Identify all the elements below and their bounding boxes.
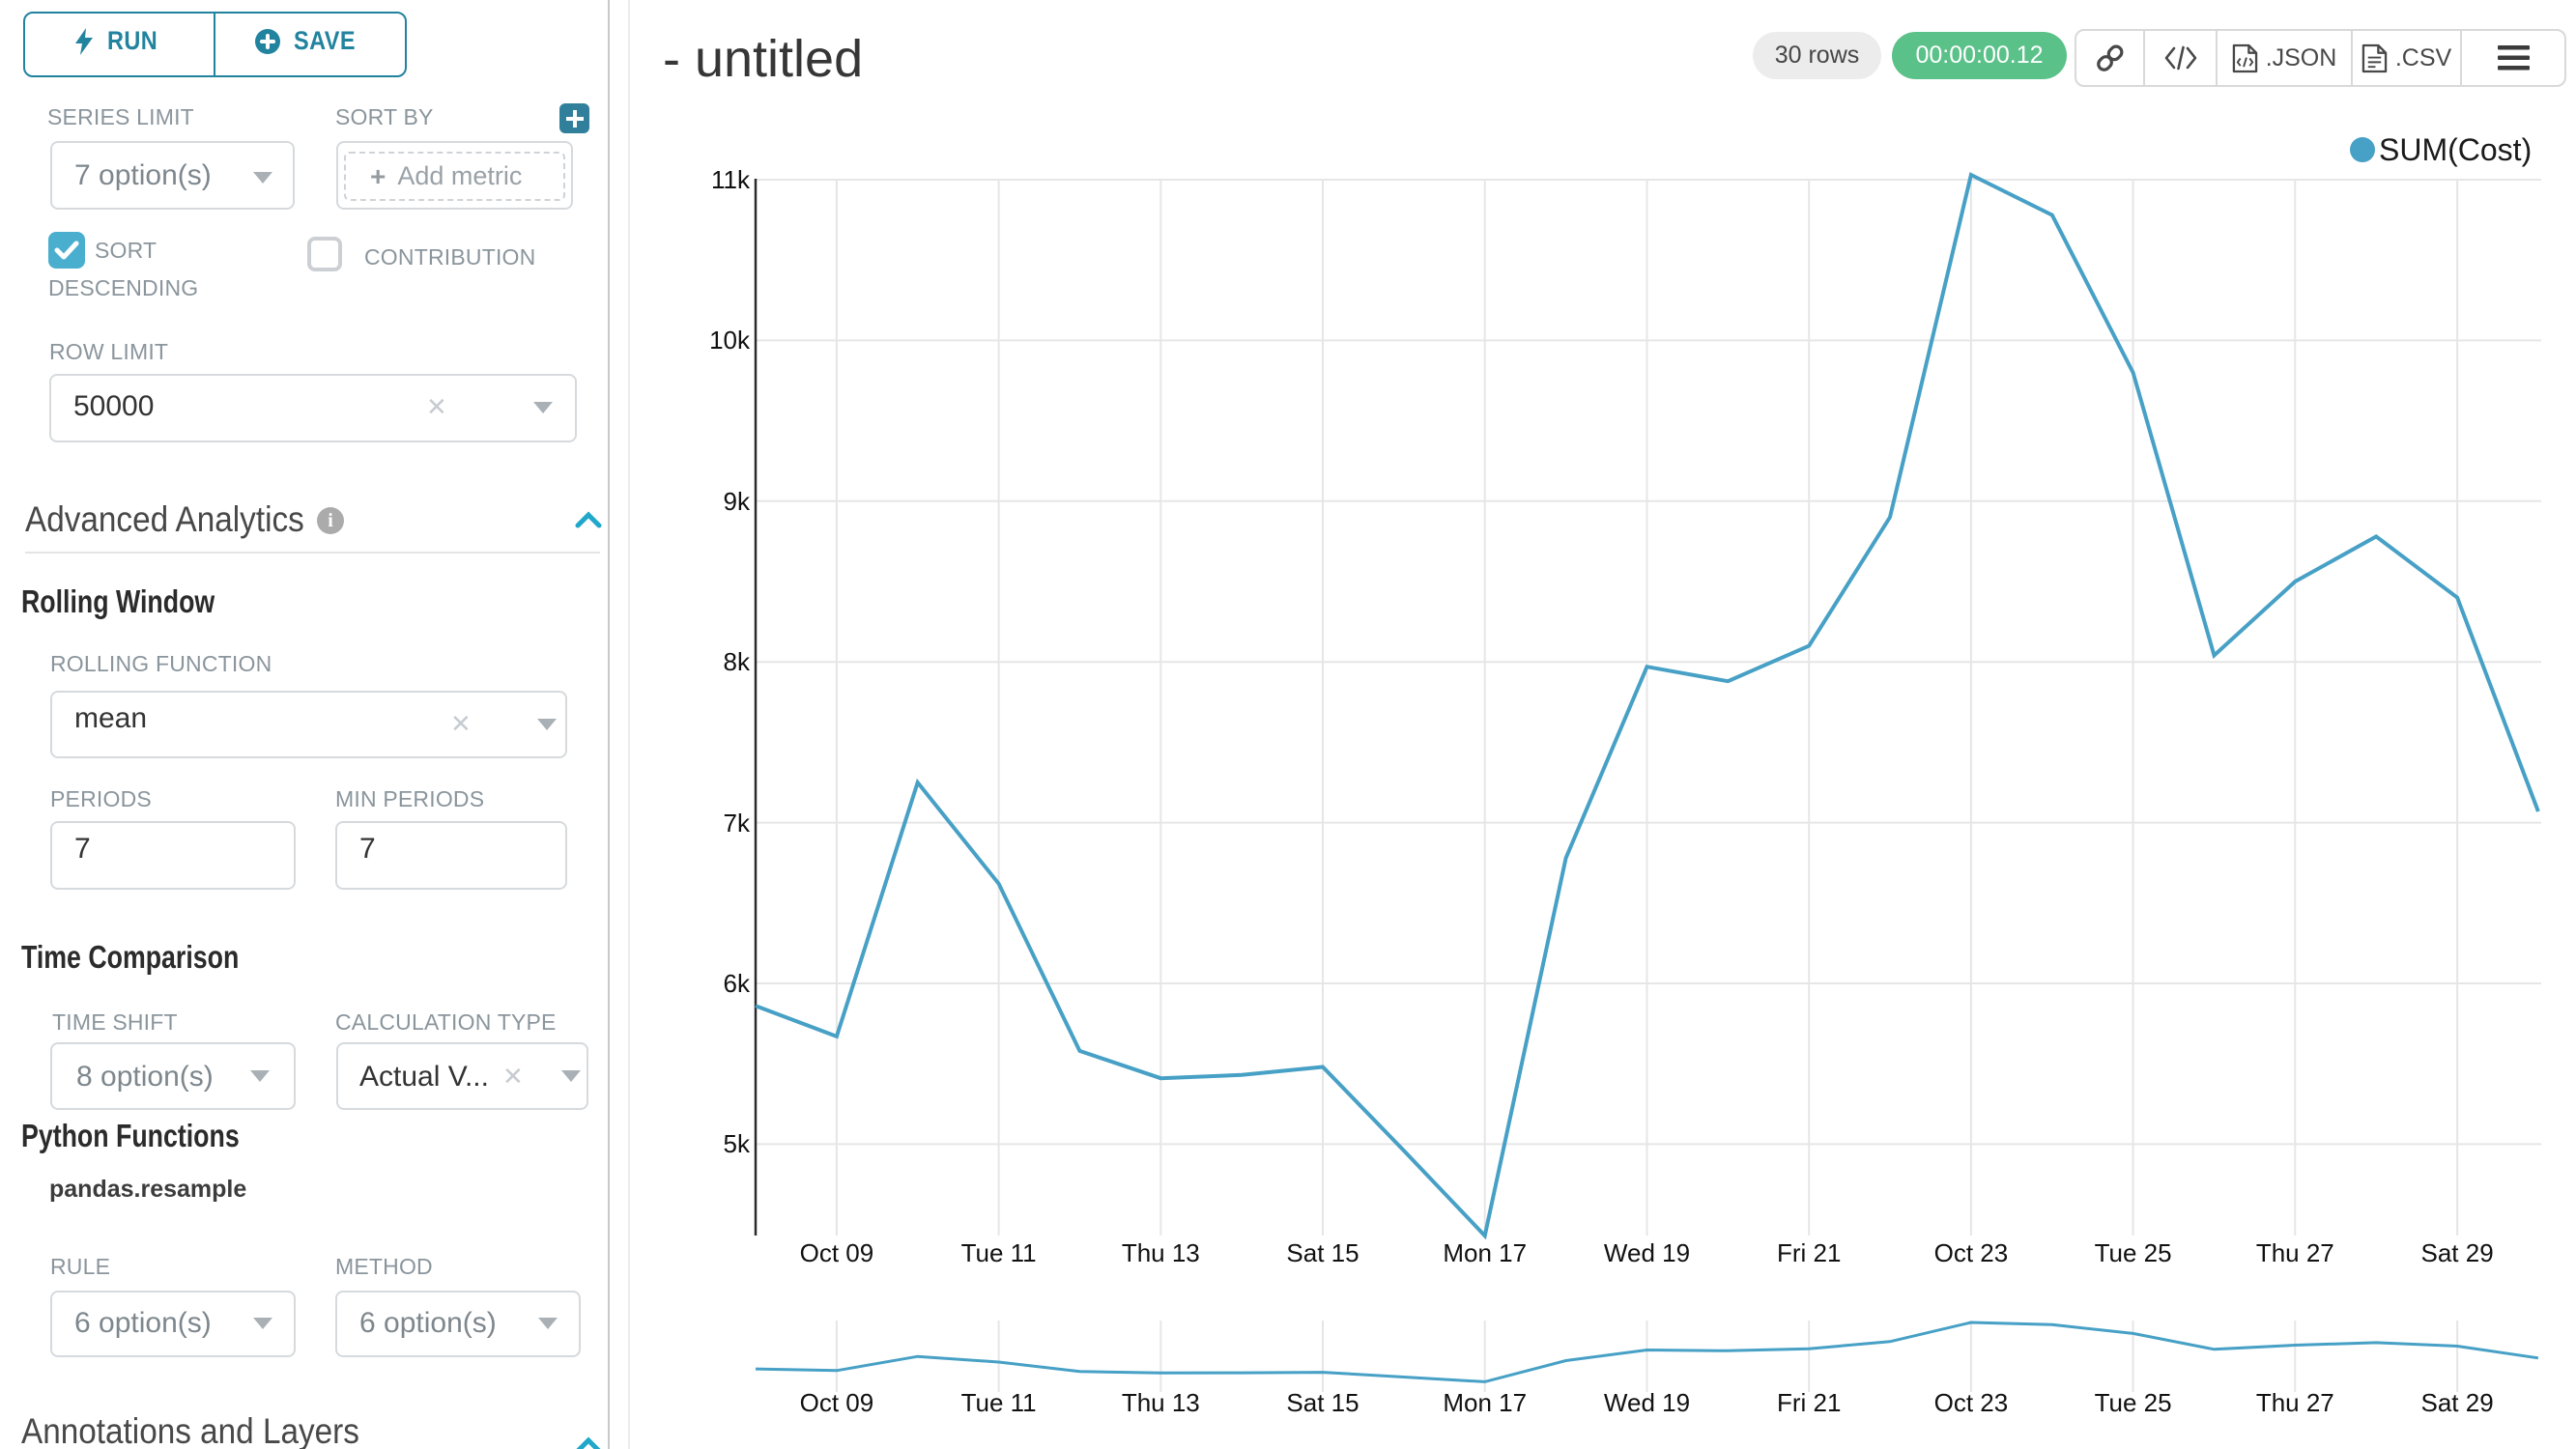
svg-text:Sat 29: Sat 29: [2421, 1388, 2494, 1417]
svg-text:Mon 17: Mon 17: [1443, 1238, 1527, 1267]
svg-text:SUM(Cost): SUM(Cost): [2379, 132, 2532, 167]
svg-text:Oct 23: Oct 23: [1934, 1238, 2009, 1267]
svg-text:11k: 11k: [711, 165, 751, 194]
svg-text:Sat 15: Sat 15: [1286, 1388, 1359, 1417]
svg-text:Thu 27: Thu 27: [2256, 1388, 2334, 1417]
svg-text:Tue 11: Tue 11: [961, 1238, 1037, 1267]
svg-text:Fri 21: Fri 21: [1777, 1388, 1841, 1417]
svg-text:10k: 10k: [709, 326, 751, 355]
svg-text:Thu 27: Thu 27: [2256, 1238, 2334, 1267]
svg-text:Sat 15: Sat 15: [1286, 1238, 1359, 1267]
svg-text:Tue 25: Tue 25: [2095, 1238, 2172, 1267]
svg-text:Thu 13: Thu 13: [1122, 1238, 1200, 1267]
svg-text:7k: 7k: [724, 809, 751, 838]
svg-text:Tue 11: Tue 11: [961, 1388, 1037, 1417]
svg-text:Oct 09: Oct 09: [800, 1238, 874, 1267]
svg-text:Oct 23: Oct 23: [1934, 1388, 2009, 1417]
svg-text:Wed 19: Wed 19: [1604, 1238, 1690, 1267]
svg-text:6k: 6k: [724, 969, 751, 998]
svg-text:Oct 09: Oct 09: [800, 1388, 874, 1417]
svg-text:8k: 8k: [724, 647, 751, 676]
svg-text:Fri 21: Fri 21: [1777, 1238, 1841, 1267]
svg-text:Thu 13: Thu 13: [1122, 1388, 1200, 1417]
svg-text:5k: 5k: [724, 1129, 751, 1158]
svg-text:9k: 9k: [724, 487, 751, 516]
svg-text:Sat 29: Sat 29: [2421, 1238, 2494, 1267]
svg-text:Mon 17: Mon 17: [1443, 1388, 1527, 1417]
svg-text:Tue 25: Tue 25: [2095, 1388, 2172, 1417]
svg-text:Wed 19: Wed 19: [1604, 1388, 1690, 1417]
